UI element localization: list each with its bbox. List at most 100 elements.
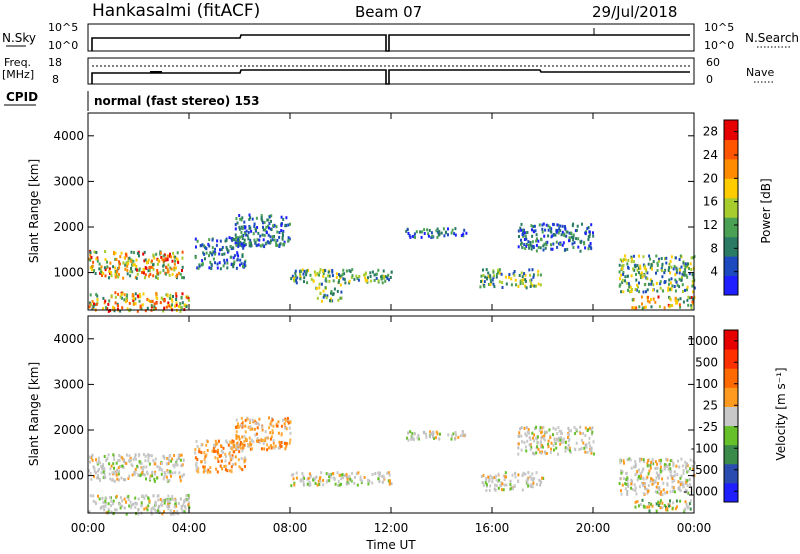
velocity-echo-cell (268, 416, 270, 420)
power-echo-cell (650, 298, 652, 301)
velocity-echo-cell (639, 476, 642, 480)
power-echo-cell (339, 283, 342, 287)
velocity-echo-cell (661, 506, 664, 510)
power-echo-cell (284, 224, 287, 228)
velocity-echo-cell (292, 473, 295, 477)
power-echo-cell (120, 251, 123, 255)
power-echo-cell (270, 219, 272, 223)
power-echo-cell (216, 266, 219, 270)
power-echo-cell (522, 228, 525, 232)
velocity-echo-cell (540, 431, 543, 435)
velocity-echo-cell (625, 478, 628, 481)
power-echo-cell (406, 228, 409, 232)
power-echo-cell (112, 305, 115, 309)
power-echo-cell (654, 300, 657, 304)
power-echo-cell (408, 234, 411, 237)
power-echo-cell (447, 227, 449, 231)
power-colorbar-label-tick: 16 (703, 195, 718, 209)
velocity-colorbar-label-tick: 500 (695, 355, 718, 369)
velocity-echo-cell (413, 432, 416, 436)
velocity-echo-cell (159, 467, 162, 471)
velocity-echo-cell (592, 452, 595, 456)
velocity-echo-cell (237, 443, 240, 447)
velocity-echo-cell (454, 431, 457, 434)
velocity-echo-cell (664, 491, 667, 495)
power-echo-cell (655, 271, 657, 275)
velocity-echo-cell (226, 441, 229, 445)
power-echo-cell (105, 306, 107, 310)
velocity-echo-cell (196, 458, 199, 461)
power-echo-cell (176, 251, 179, 255)
velocity-echo-cell (159, 497, 162, 501)
power-echo-cell (154, 307, 157, 311)
velocity-echo-cell (203, 451, 206, 455)
power-echo-cell (358, 275, 361, 278)
velocity-echo-cell (686, 470, 689, 474)
power-echo-cell (114, 266, 117, 270)
velocity-echo-cell (553, 448, 555, 452)
velocity-echo-cell (256, 426, 259, 430)
velocity-echo-cell (517, 452, 520, 456)
power-ytick-label: 2000 (53, 220, 84, 234)
velocity-echo-cell (560, 438, 563, 442)
velocity-echo-cell (247, 425, 250, 429)
velocity-echo-cell (289, 420, 292, 424)
velocity-echo-cell (638, 457, 641, 461)
power-echo-cell (135, 264, 138, 268)
power-echo-cell (294, 269, 297, 273)
velocity-echo-cell (134, 505, 137, 509)
velocity-echo-cell (215, 467, 218, 471)
power-echo-cell (270, 228, 273, 231)
power-colorbar-segment (724, 158, 738, 179)
velocity-y-axis-label: Slant Range [km] (27, 362, 41, 466)
velocity-echo-cell (110, 464, 113, 468)
power-echo-cell (91, 300, 94, 303)
power-echo-cell (571, 242, 574, 246)
power-echo-cell (283, 242, 286, 246)
velocity-echo-cell (120, 496, 122, 500)
power-echo-cell (156, 297, 159, 301)
velocity-echo-cell (374, 472, 377, 476)
power-ytick-label: 1000 (53, 266, 84, 280)
velocity-echo-cell (620, 489, 622, 493)
velocity-echo-cell (683, 507, 686, 511)
velocity-echo-cell (520, 426, 523, 430)
velocity-echo-cell (547, 442, 550, 446)
power-echo-cell (623, 258, 625, 261)
power-echo-cell (171, 272, 174, 276)
velocity-echo-cell (556, 432, 559, 436)
power-echo-cell (646, 288, 649, 292)
power-echo-cell (201, 263, 204, 267)
velocity-echo-cell (520, 448, 523, 452)
velocity-echo-cell (684, 460, 687, 464)
power-echo-cell (562, 241, 565, 245)
velocity-echo-cell (663, 463, 666, 467)
power-echo-cell (275, 241, 278, 245)
velocity-echo-cell (650, 502, 652, 506)
velocity-echo-cell (185, 493, 188, 497)
power-echo-cell (674, 256, 677, 260)
power-echo-cell (173, 255, 176, 259)
power-echo-cell (581, 222, 583, 226)
velocity-echo-cell (345, 473, 348, 477)
velocity-echo-cell (136, 464, 139, 468)
velocity-echo-cell (559, 438, 562, 442)
power-echo-cell (152, 263, 154, 267)
power-echo-cell (660, 267, 663, 271)
power-y-axis-label: Slant Range [km] (27, 159, 41, 263)
velocity-echo-cell (461, 430, 464, 434)
power-echo-cell (102, 296, 105, 300)
power-echo-cell (537, 273, 540, 277)
power-echo-cell (166, 254, 169, 258)
velocity-echo-cell (186, 498, 189, 502)
power-echo-cell (109, 261, 112, 265)
velocity-echo-cell (149, 477, 152, 481)
velocity-echo-cell (273, 446, 276, 450)
power-echo-cell (96, 301, 99, 305)
power-echo-cell (638, 266, 640, 270)
velocity-echo-cell (650, 477, 653, 480)
power-echo-cell (650, 279, 653, 283)
power-echo-cell (171, 299, 174, 303)
velocity-echo-cell (109, 477, 112, 481)
velocity-echo-cell (195, 439, 198, 443)
